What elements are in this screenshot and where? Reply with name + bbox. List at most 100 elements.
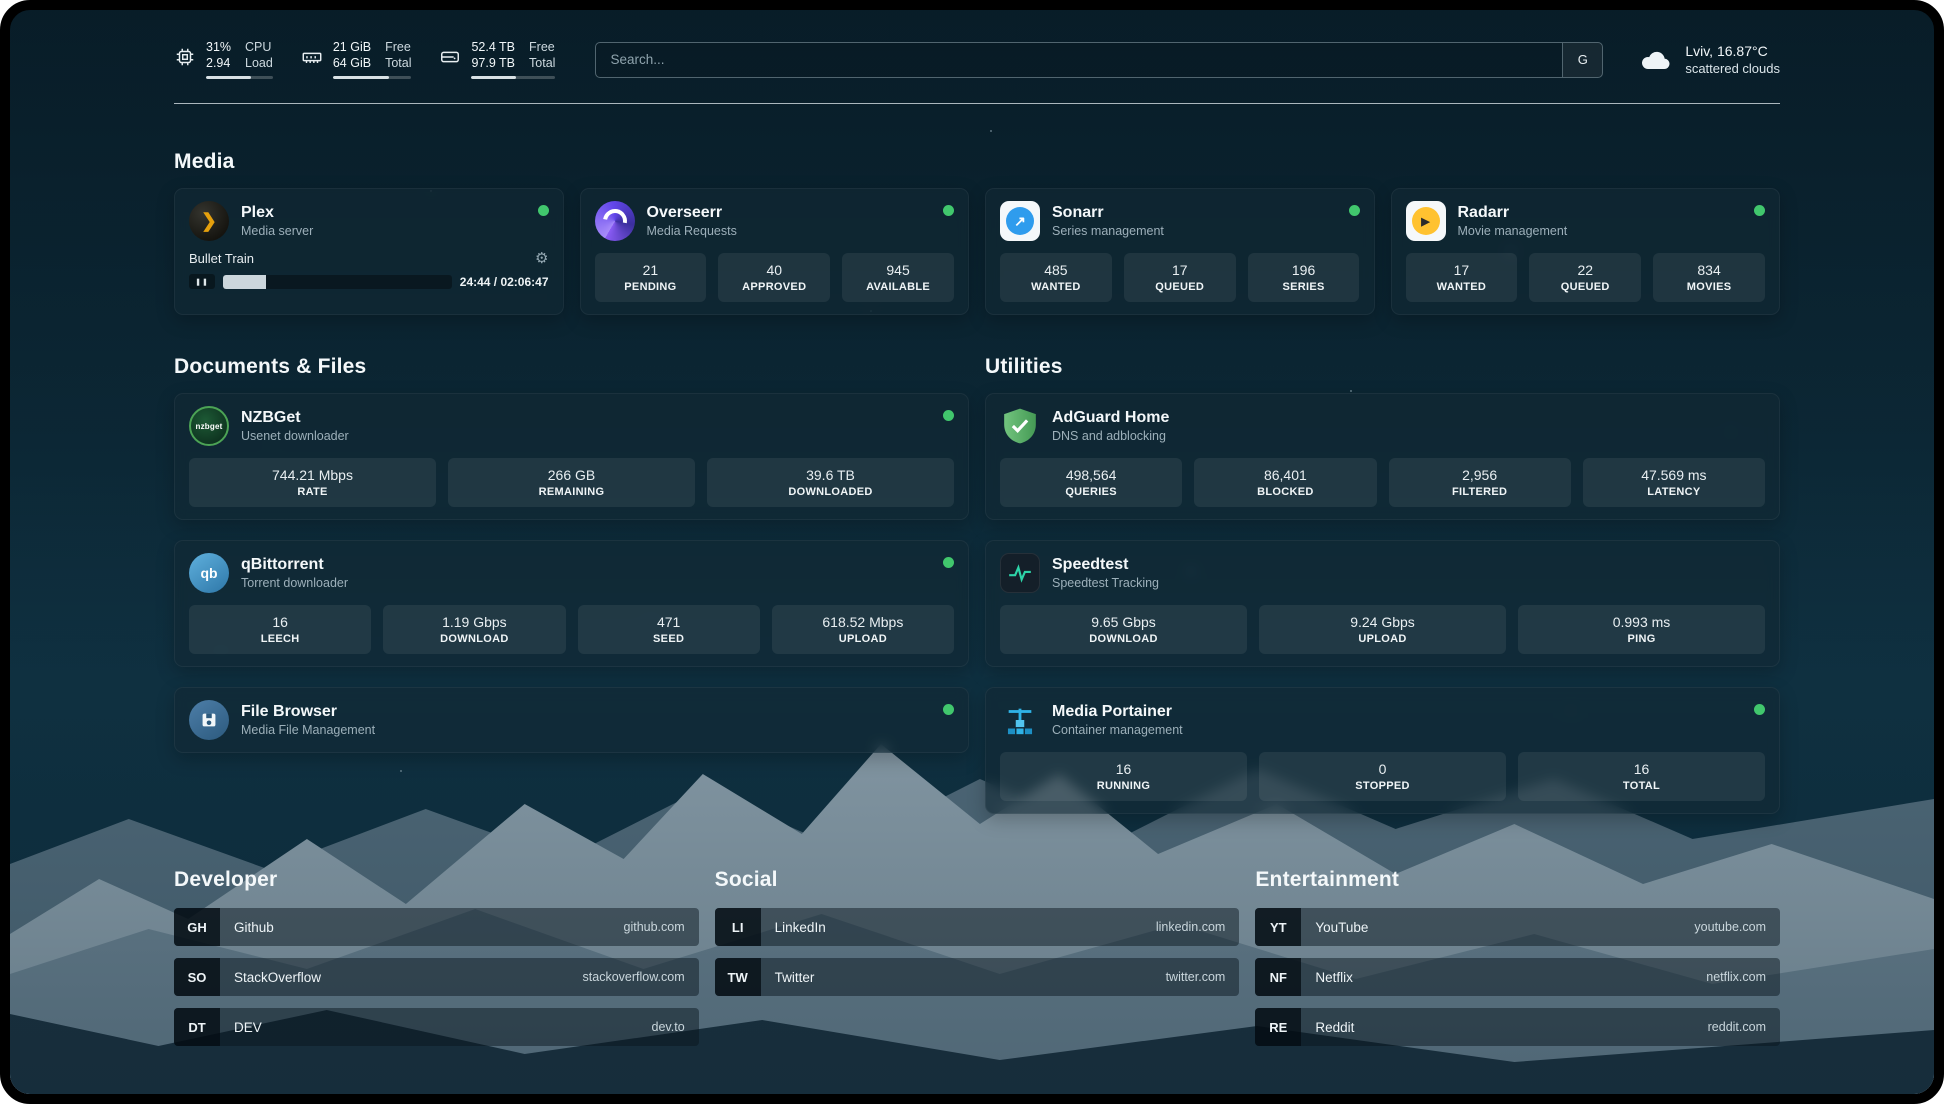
stat-value: 22 <box>1577 262 1594 278</box>
disk-free: 52.4 TB <box>471 40 516 54</box>
stat-label: PENDING <box>624 281 677 293</box>
stat-label: DOWNLOADED <box>788 486 873 498</box>
bookmark-abbr: NF <box>1255 958 1302 996</box>
stat-tile: 471 SEED <box>577 605 760 654</box>
playback-time: 24:44 / 02:06:47 <box>459 274 549 289</box>
sonarr-card[interactable]: ↗ Sonarr Series management 485 WANTED <box>985 188 1375 315</box>
cpu-percent: 31% <box>206 40 232 54</box>
speedtest-card[interactable]: Speedtest Speedtest Tracking 9.65 Gbps D… <box>985 540 1780 667</box>
stat-label: DOWNLOAD <box>440 633 509 645</box>
ram-metric: 21 GiB Free 64 GiB Total <box>301 40 412 79</box>
stat-value: 39.6 TB <box>806 467 855 483</box>
mountain-background <box>10 744 1934 1094</box>
section-media: Media ❯ Plex Media server Bullet Train <box>174 150 1780 315</box>
search-bar: G <box>595 41 1604 78</box>
ram-free: 21 GiB <box>332 40 372 54</box>
portainer-card[interactable]: Media Portainer Container management 16 … <box>985 687 1780 814</box>
stat-label: AVAILABLE <box>866 281 931 293</box>
stat-value: 744.21 Mbps <box>272 467 353 483</box>
app-name: Overseerr <box>646 204 723 221</box>
cpu-load: 2.94 <box>206 56 231 70</box>
app-subtitle: Movie management <box>1457 224 1568 238</box>
stat-value: 40 <box>766 262 783 278</box>
bookmark-stackoverflow[interactable]: SO StackOverflow stackoverflow.com <box>174 958 699 996</box>
bookmark-youtube[interactable]: YT YouTube youtube.com <box>1255 908 1780 946</box>
app-name: Media Portainer <box>1052 703 1173 720</box>
stat-label: STOPPED <box>1355 780 1410 792</box>
stat-label: RUNNING <box>1096 780 1151 792</box>
app-name: Radarr <box>1457 204 1510 221</box>
search-input[interactable] <box>596 52 1563 67</box>
cloud-icon <box>1642 51 1670 69</box>
bookmark-github[interactable]: GH Github github.com <box>174 908 699 946</box>
app-subtitle: Series management <box>1052 224 1164 238</box>
app-name: Speedtest <box>1052 556 1129 573</box>
stat-value: 196 <box>1291 262 1316 278</box>
weather-condition: scattered clouds <box>1685 61 1780 76</box>
bookmark-abbr: RE <box>1255 1008 1302 1046</box>
app-name: File Browser <box>241 703 338 720</box>
ram-icon <box>302 52 322 63</box>
status-dot <box>943 205 954 216</box>
stat-value: 17 <box>1171 262 1188 278</box>
qbittorrent-card[interactable]: qb qBittorrent Torrent downloader 16 LEE… <box>174 540 969 667</box>
stat-tile: 16 TOTAL <box>1518 752 1765 801</box>
stat-value: 16 <box>1115 761 1132 777</box>
bookmark-name: Github <box>234 919 274 935</box>
stat-value: 16 <box>1633 761 1650 777</box>
radarr-icon: ▶ <box>1405 201 1446 241</box>
bookmark-reddit[interactable]: RE Reddit reddit.com <box>1255 1008 1780 1046</box>
bookmark-url: github.com <box>623 920 685 934</box>
bookmark-name: DEV <box>234 1019 262 1035</box>
bookmark-linkedin[interactable]: LI LinkedIn linkedin.com <box>714 908 1240 946</box>
app-subtitle: Torrent downloader <box>241 576 349 590</box>
adguard-card[interactable]: AdGuard Home DNS and adblocking 498,564 … <box>985 393 1780 520</box>
stat-tile: 196 SERIES <box>1247 253 1360 302</box>
app-subtitle: Container management <box>1052 723 1183 737</box>
speedtest-icon <box>1000 553 1040 593</box>
section-social: Social LI LinkedIn linkedin.com TW Twitt… <box>714 868 1240 1046</box>
stat-value: 266 GB <box>547 467 596 483</box>
app-name: Plex <box>241 204 274 221</box>
filebrowser-card[interactable]: File Browser Media File Management <box>174 687 969 753</box>
header-divider <box>174 103 1780 104</box>
gear-icon[interactable]: ⚙ <box>535 250 549 267</box>
stat-value: 86,401 <box>1263 467 1307 483</box>
disk-label-top: Free <box>529 40 555 54</box>
plex-card[interactable]: ❯ Plex Media server Bullet Train ⚙ ❚❚ <box>174 188 564 315</box>
weather-widget: Lviv, 16.87°C scattered clouds <box>1639 42 1780 77</box>
stat-tile: 47.569 ms LATENCY <box>1582 458 1765 507</box>
bookmark-abbr: SO <box>174 958 220 996</box>
stat-tile: 618.52 Mbps UPLOAD <box>771 605 954 654</box>
stat-tile: 945 AVAILABLE <box>842 253 954 302</box>
section-documents: Documents & Files nzbget NZBGet Usenet d… <box>174 355 969 753</box>
nzbget-card[interactable]: nzbget NZBGet Usenet downloader 744.21 M… <box>174 393 969 520</box>
bookmark-dev[interactable]: DT DEV dev.to <box>174 1008 699 1046</box>
stat-value: 471 <box>656 614 681 630</box>
ram-label-top: Free <box>385 40 411 54</box>
stat-tile: 266 GB REMAINING <box>448 458 695 507</box>
developer-section-title: Developer <box>174 868 278 891</box>
search-engine-button[interactable]: G <box>1562 42 1603 77</box>
bookmark-twitter[interactable]: TW Twitter twitter.com <box>714 958 1240 996</box>
pause-button[interactable]: ❚❚ <box>189 274 215 289</box>
bookmark-netflix[interactable]: NF Netflix netflix.com <box>1255 958 1780 996</box>
app-name: qBittorrent <box>241 556 324 573</box>
bookmark-name: YouTube <box>1315 919 1369 935</box>
stat-value: 618.52 Mbps <box>822 614 904 630</box>
utilities-section-title: Utilities <box>985 355 1063 378</box>
radarr-card[interactable]: ▶ Radarr Movie management 17 WANTED <box>1390 188 1780 315</box>
overseerr-card[interactable]: Overseerr Media Requests 21 PENDING 40 A… <box>579 188 969 315</box>
stat-label: LEECH <box>260 633 300 645</box>
bookmark-url: youtube.com <box>1694 920 1766 934</box>
ram-progress-bar <box>332 76 412 79</box>
stat-value: 1.19 Gbps <box>442 614 507 630</box>
stat-label: APPROVED <box>742 281 807 293</box>
playback-progress[interactable] <box>223 274 452 289</box>
stat-value: 0.993 ms <box>1612 614 1671 630</box>
app-subtitle: Media File Management <box>241 723 376 737</box>
bookmark-url: twitter.com <box>1165 970 1226 984</box>
stat-value: 9.24 Gbps <box>1350 614 1415 630</box>
sonarr-icon: ↗ <box>1000 201 1040 241</box>
bookmark-abbr: YT <box>1255 908 1302 946</box>
